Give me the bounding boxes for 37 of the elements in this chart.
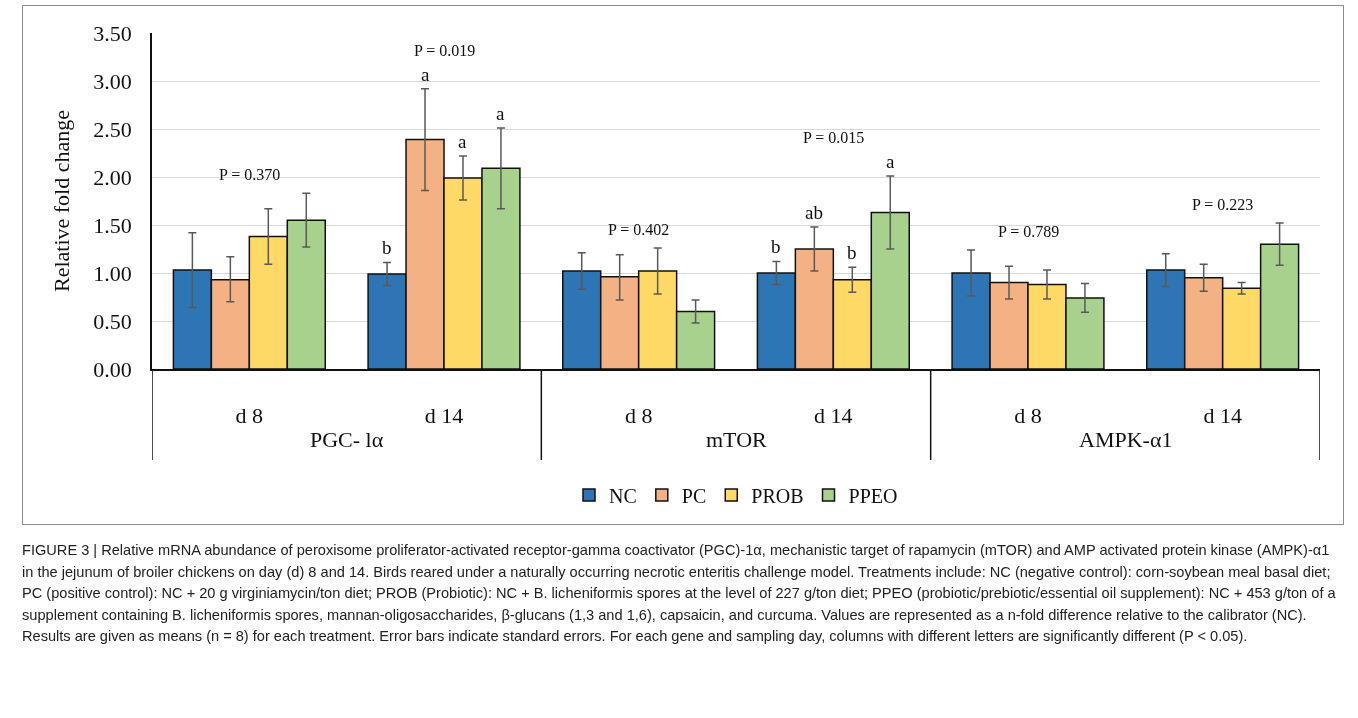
annotation: P = 0.019 — [414, 42, 476, 59]
data-label: a — [458, 131, 467, 152]
text: mTOR — [706, 427, 768, 452]
y-tick-label: 2.50 — [93, 116, 132, 142]
annotation: P = 0.223 — [1192, 196, 1254, 213]
legend-label: PPEO — [848, 484, 898, 507]
x-tick-label: d 14 — [424, 403, 464, 429]
y-tick-label: 0.50 — [93, 308, 132, 334]
data-label: ab — [805, 202, 823, 223]
annotation: P = 0.370 — [219, 166, 281, 183]
x-tick-label: d 8 — [624, 403, 653, 429]
data-label: a — [886, 151, 895, 172]
y-tick-label: 0.00 — [93, 356, 132, 382]
text: AMPK-α1 — [1079, 427, 1173, 452]
x-tick-label: d 8 — [1014, 403, 1042, 429]
data-label: a — [421, 64, 430, 85]
data-label: b — [771, 236, 781, 257]
data-label: a — [496, 103, 505, 124]
annotation: P = 0.789 — [998, 223, 1060, 240]
y-axis-title: Relative fold change — [48, 109, 74, 293]
x-tick-label: d 14 — [1203, 403, 1242, 429]
y-tick-label: 1.50 — [93, 212, 132, 238]
y-tick-label: 3.00 — [93, 68, 132, 94]
y-tick-label: 3.50 — [93, 20, 132, 46]
data-label: b — [847, 242, 857, 263]
legend-label: NC — [609, 484, 637, 507]
text: PGC- lα — [310, 427, 384, 452]
x-tick-label: d 14 — [814, 403, 853, 429]
x-tick-label: d 8 — [235, 403, 264, 429]
y-tick-label: 1.00 — [93, 260, 132, 286]
y-tick-label: 2.00 — [93, 164, 132, 190]
data-label: b — [382, 237, 392, 258]
caption: FIGURE 3 | Relative mRNA abundance of peroxisome proliferator-activated receptor-gamma coactivator (PGC)-1α, mechanistic target of rapamycin (mTOR) and AMP activated protein kinase (AMPK)-α1 in the jejunum of broiler chickens on day (d) 8 and 14. Birds reared under a naturally occurring necrotic enteritis challenge model. Treatments include: NC (negative control): corn-soybean meal basal diet; PC (positive control): NC + 20 g virginiamycin/ton diet; PROB (Probiotic): NC + B. licheniformis spores at the level of 227 g/ton diet; PPEO (probiotic/prebiotic/essential oil supplement): NC + 453 g/ton of a supplement containing B. licheniformis spores, mannan-oligosaccharides, β-glucans (1,3 and 1,6), capsaicin, and curcuma. Values are represented as a n-fold difference relative to the calibrator (NC). Results are given as means (n = 8) for each treatment. Error bars indicate standard errors. For each gene and sampling day, columns with different letters are significantly different (P < 0.05). — [22, 541, 1337, 646]
legend-label: PROB — [751, 484, 804, 507]
annotation: P = 0.402 — [608, 221, 670, 238]
legend-label: PC — [681, 484, 707, 507]
annotation: P = 0.015 — [803, 129, 865, 146]
